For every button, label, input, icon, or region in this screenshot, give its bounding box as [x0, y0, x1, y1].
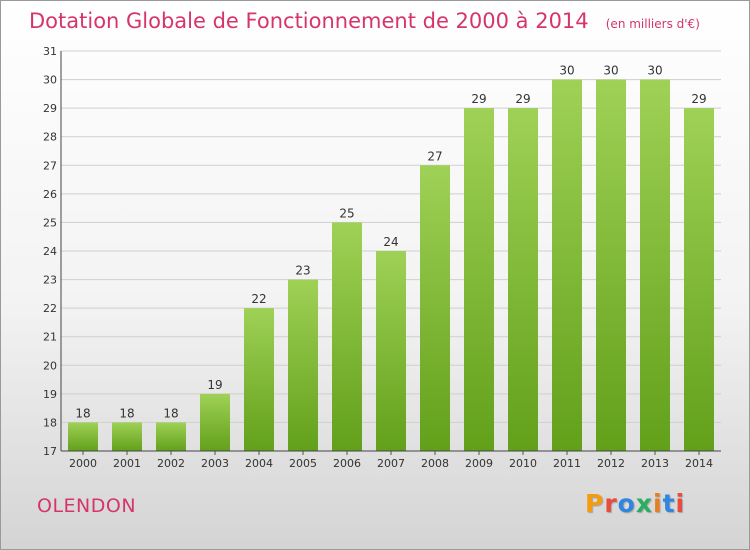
y-tick-label: 19 — [43, 388, 57, 401]
x-tick-label: 2009 — [465, 457, 493, 470]
proxiti-logo: Proxiti — [585, 489, 685, 518]
x-tick-label: 2005 — [289, 457, 317, 470]
y-tick-label: 23 — [43, 274, 57, 287]
y-tick-label: 24 — [43, 245, 57, 258]
y-tick-label: 28 — [43, 131, 57, 144]
logo-letter: i — [675, 489, 686, 518]
y-tick-label: 26 — [43, 188, 57, 201]
y-tick-label: 21 — [43, 331, 57, 344]
bar-value-label: 30 — [647, 64, 662, 78]
bar-value-label: 19 — [207, 378, 222, 392]
x-tick-label: 2003 — [201, 457, 229, 470]
y-tick-label: 27 — [43, 159, 57, 172]
bar-value-label: 22 — [251, 292, 266, 306]
bar — [420, 165, 450, 452]
bar — [288, 279, 318, 451]
bar-value-label: 18 — [75, 406, 90, 420]
y-tick-label: 30 — [43, 74, 57, 87]
x-tick-label: 2012 — [597, 457, 625, 470]
x-tick-label: 2004 — [245, 457, 273, 470]
logo-letter: o — [617, 489, 636, 518]
bar-value-label: 30 — [559, 64, 574, 78]
bar — [244, 308, 274, 451]
logo-letter: t — [662, 489, 676, 518]
bar-value-label: 30 — [603, 64, 618, 78]
bar — [112, 422, 142, 451]
x-tick-label: 2011 — [553, 457, 581, 470]
bar-value-label: 29 — [471, 92, 486, 106]
x-tick-label: 2000 — [69, 457, 97, 470]
y-tick-label: 18 — [43, 416, 57, 429]
x-tick-label: 2008 — [421, 457, 449, 470]
logo-letter: i — [653, 489, 663, 518]
bar-value-label: 18 — [119, 406, 134, 420]
y-tick-label: 22 — [43, 302, 57, 315]
bar — [68, 422, 98, 451]
bar-value-label: 18 — [163, 406, 178, 420]
bar-value-label: 29 — [691, 92, 706, 106]
bar — [376, 251, 406, 451]
y-tick-label: 25 — [43, 216, 57, 229]
bar — [464, 108, 494, 452]
y-tick-label: 31 — [43, 45, 57, 58]
bar — [684, 108, 714, 452]
y-tick-label: 17 — [43, 445, 57, 458]
bar-value-label: 29 — [515, 92, 530, 106]
title-row: Dotation Globale de Fonctionnement de 20… — [29, 9, 700, 33]
x-tick-label: 2001 — [113, 457, 141, 470]
bar — [332, 222, 362, 451]
logo-letter: r — [604, 489, 618, 518]
axes — [60, 51, 721, 455]
logo-letter: x — [635, 489, 653, 518]
x-tick-label: 2006 — [333, 457, 361, 470]
x-tick-label: 2010 — [509, 457, 537, 470]
y-tick-label: 20 — [43, 359, 57, 372]
x-tick-label: 2002 — [157, 457, 185, 470]
bar-value-label: 25 — [339, 206, 354, 220]
bar-value-label: 27 — [427, 149, 442, 163]
bar — [640, 79, 670, 452]
bar — [508, 108, 538, 452]
y-tick-labels: 17 18 19 20 21 22 23 24 25 26 27 28 29 30 31 — [43, 45, 57, 458]
bar-value-label: 23 — [295, 264, 310, 278]
bars — [68, 79, 714, 452]
bar — [552, 79, 582, 452]
chart-subtitle: (en milliers d'€) — [605, 17, 700, 31]
bar — [200, 393, 230, 451]
x-tick-label: 2007 — [377, 457, 405, 470]
bar — [156, 422, 186, 451]
bar-value-label: 24 — [383, 235, 398, 249]
x-tick-labels: 2000 2001 2002 2003 2004 2005 2006 2007 2008 2009… — [69, 457, 713, 470]
y-tick-label: 29 — [43, 102, 57, 115]
commune-name: OLENDON — [37, 495, 137, 517]
logo-letter: P — [585, 489, 605, 518]
x-tick-label: 2014 — [685, 457, 713, 470]
x-tick-label: 2013 — [641, 457, 669, 470]
chart-title: Dotation Globale de Fonctionnement de 20… — [29, 9, 589, 33]
bar — [596, 79, 626, 452]
bar-value-labels: 18 18 18 19 22 23 25 24 27 29 29 30 30 30 29 — [75, 64, 706, 421]
